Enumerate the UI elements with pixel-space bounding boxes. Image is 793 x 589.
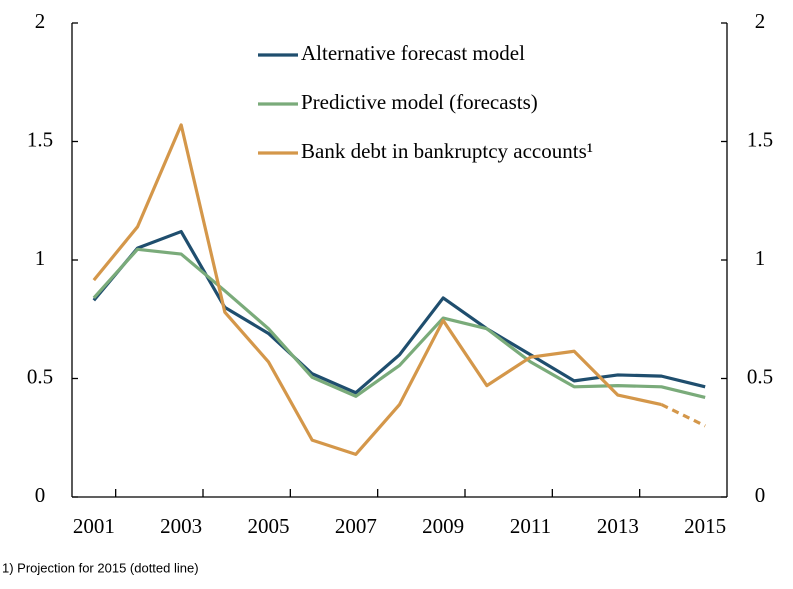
- line: [92, 123, 662, 456]
- legend-label: Alternative forecast model: [301, 41, 525, 65]
- x-tick-label: 2003: [160, 514, 202, 538]
- y-tick-label: 0.5: [27, 364, 53, 388]
- line: [92, 229, 706, 395]
- y2-tick-label: 0: [755, 483, 766, 507]
- y-tick-label: 1.5: [27, 127, 53, 151]
- x-tick-label: 2007: [335, 514, 377, 538]
- line: [92, 247, 706, 400]
- y2-tick-label: 1: [755, 246, 766, 270]
- y2-tick-label: 0.5: [747, 364, 773, 388]
- y-tick-label: 2: [35, 9, 46, 33]
- y2-tick-label: 2: [755, 9, 766, 33]
- x-tick-label: 2013: [597, 514, 639, 538]
- x-tick-label: 2005: [248, 514, 290, 538]
- x-tick-label: 2011: [510, 514, 551, 538]
- y-tick-label: 0: [35, 483, 46, 507]
- x-tick-label: 2001: [73, 514, 115, 538]
- legend-label: Bank debt in bankruptcy accounts¹: [301, 139, 593, 163]
- footnote: 1) Projection for 2015 (dotted line): [2, 560, 199, 575]
- legend-label: Predictive model (forecasts): [301, 90, 538, 114]
- y2-tick-label: 1.5: [747, 127, 773, 151]
- line-projection: [660, 403, 706, 428]
- x-tick-label: 2015: [684, 514, 726, 538]
- x-tick-label: 2009: [422, 514, 464, 538]
- y-tick-label: 1: [35, 246, 46, 270]
